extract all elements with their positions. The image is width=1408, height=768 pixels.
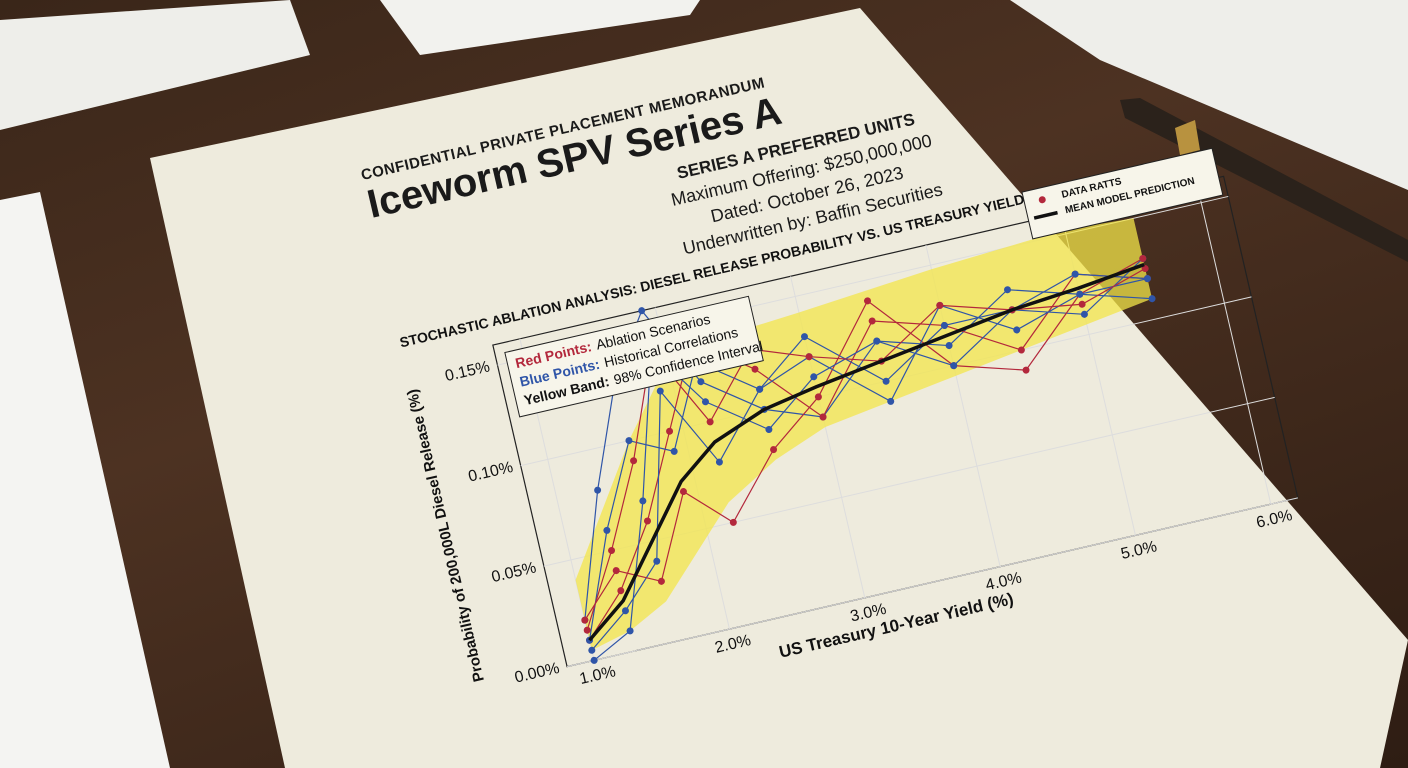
data-point bbox=[583, 626, 591, 634]
x-tick-label: 5.0% bbox=[1119, 538, 1158, 563]
series-line bbox=[593, 273, 1148, 661]
x-tick-label: 4.0% bbox=[984, 570, 1023, 595]
confidence-band bbox=[575, 218, 1153, 651]
data-point bbox=[608, 546, 616, 554]
data-point bbox=[950, 362, 958, 370]
data-point bbox=[653, 557, 661, 565]
data-point bbox=[588, 646, 596, 654]
data-point bbox=[1139, 254, 1147, 262]
data-point bbox=[940, 321, 948, 329]
series-line bbox=[588, 262, 1145, 642]
data-point bbox=[666, 427, 674, 435]
data-point bbox=[625, 437, 633, 445]
data-point bbox=[670, 447, 678, 455]
y-tick-label: 0.10% bbox=[467, 459, 515, 486]
series-line bbox=[586, 268, 1146, 631]
data-point bbox=[800, 333, 808, 341]
data-point bbox=[626, 627, 634, 635]
data-point bbox=[1022, 366, 1030, 374]
data-point bbox=[1076, 290, 1084, 298]
grid-line bbox=[1196, 182, 1272, 505]
data-point bbox=[1148, 295, 1156, 303]
data-point bbox=[1141, 265, 1149, 273]
data-point bbox=[770, 446, 778, 454]
x-tick-label: 1.0% bbox=[578, 663, 617, 688]
chart: STOCHASTIC ABLATION ANALYSIS: DIESEL REL… bbox=[398, 147, 1299, 688]
data-point bbox=[644, 517, 652, 525]
data-point bbox=[765, 425, 773, 433]
x-tick-label: 6.0% bbox=[1255, 507, 1294, 532]
data-point bbox=[679, 488, 687, 496]
data-point bbox=[873, 337, 881, 345]
data-point bbox=[1143, 275, 1151, 283]
data-point bbox=[706, 418, 714, 426]
data-point bbox=[814, 393, 822, 401]
data-point bbox=[638, 307, 646, 315]
series-line bbox=[584, 257, 1144, 621]
annotation-box bbox=[504, 295, 764, 418]
data-point bbox=[617, 587, 625, 595]
y-tick-label: 0.05% bbox=[490, 559, 538, 586]
paper-sheet bbox=[1010, 0, 1408, 190]
data-point bbox=[612, 567, 620, 575]
data-point bbox=[729, 518, 737, 526]
series-line bbox=[591, 258, 1144, 651]
data-point bbox=[1080, 310, 1088, 318]
data-point bbox=[639, 497, 647, 505]
data-point bbox=[868, 317, 876, 325]
data-point bbox=[936, 301, 944, 309]
data-point bbox=[715, 458, 723, 466]
data-point bbox=[603, 526, 611, 534]
y-tick-label: 0.00% bbox=[513, 660, 561, 687]
paper-sheet bbox=[380, 0, 700, 55]
data-point bbox=[945, 342, 953, 350]
data-point bbox=[657, 577, 665, 585]
data-point bbox=[882, 377, 890, 385]
data-point bbox=[1078, 300, 1086, 308]
data-point bbox=[590, 656, 598, 664]
data-point bbox=[864, 297, 872, 305]
data-point bbox=[819, 413, 827, 421]
x-tick-label: 2.0% bbox=[713, 632, 752, 657]
series-line bbox=[588, 293, 1153, 641]
data-point bbox=[702, 398, 710, 406]
data-point bbox=[1071, 270, 1079, 278]
legend-marker bbox=[1038, 196, 1046, 204]
pen-band bbox=[1175, 120, 1200, 155]
data-point bbox=[751, 365, 759, 373]
data-point bbox=[656, 387, 664, 395]
data-point bbox=[630, 457, 638, 465]
data-point bbox=[1017, 346, 1025, 354]
data-point bbox=[697, 378, 705, 386]
series-line bbox=[588, 273, 1148, 641]
data-point bbox=[810, 373, 818, 381]
data-point bbox=[581, 616, 589, 624]
grid-line bbox=[566, 497, 1298, 668]
data-point bbox=[594, 486, 602, 494]
paper-sheet bbox=[0, 0, 310, 130]
data-point bbox=[756, 385, 764, 393]
data-point bbox=[887, 397, 895, 405]
paper-sheet bbox=[0, 192, 170, 768]
data-point bbox=[1003, 286, 1011, 294]
document: CONFIDENTIAL PRIVATE PLACEMENT MEMORANDU… bbox=[340, 0, 1349, 745]
data-point bbox=[805, 353, 813, 361]
y-tick-label: 0.15% bbox=[444, 358, 492, 385]
data-point bbox=[1013, 326, 1021, 334]
legend-box bbox=[1021, 147, 1224, 240]
legend-marker bbox=[1033, 210, 1058, 220]
data-point bbox=[621, 607, 629, 615]
series-line bbox=[584, 278, 1148, 621]
